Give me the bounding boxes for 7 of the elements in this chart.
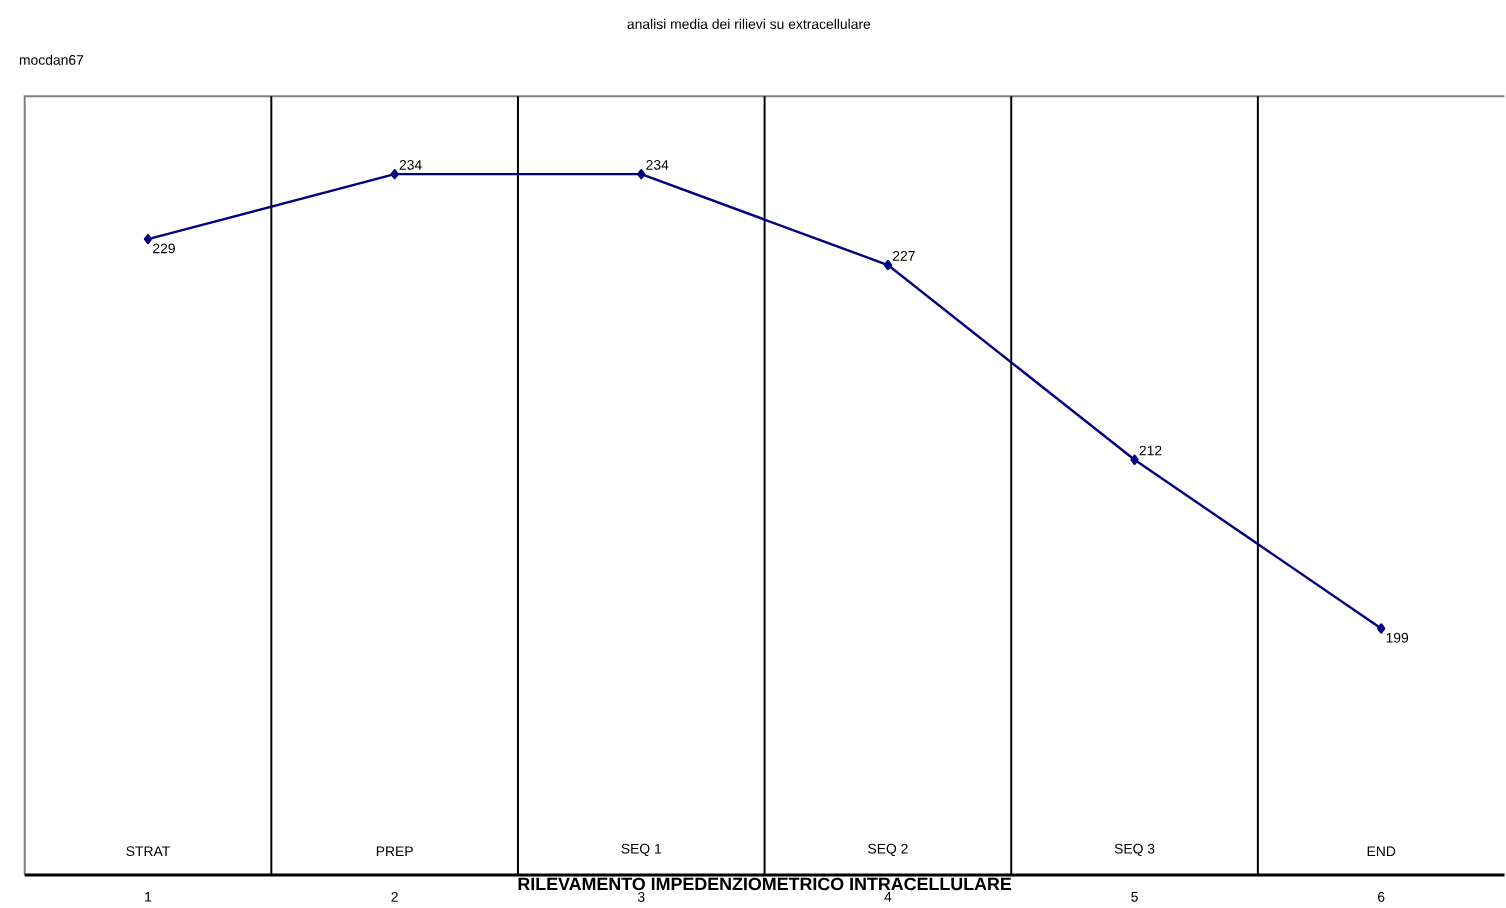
x-axis-title: RILEVAMENTO IMPEDENZIOMETRICO INTRACELLULARE [518, 877, 1012, 891]
point [390, 168, 399, 180]
point [143, 233, 153, 245]
point [1130, 454, 1139, 465]
point [883, 259, 893, 270]
point [637, 168, 646, 180]
point [1377, 623, 1386, 634]
